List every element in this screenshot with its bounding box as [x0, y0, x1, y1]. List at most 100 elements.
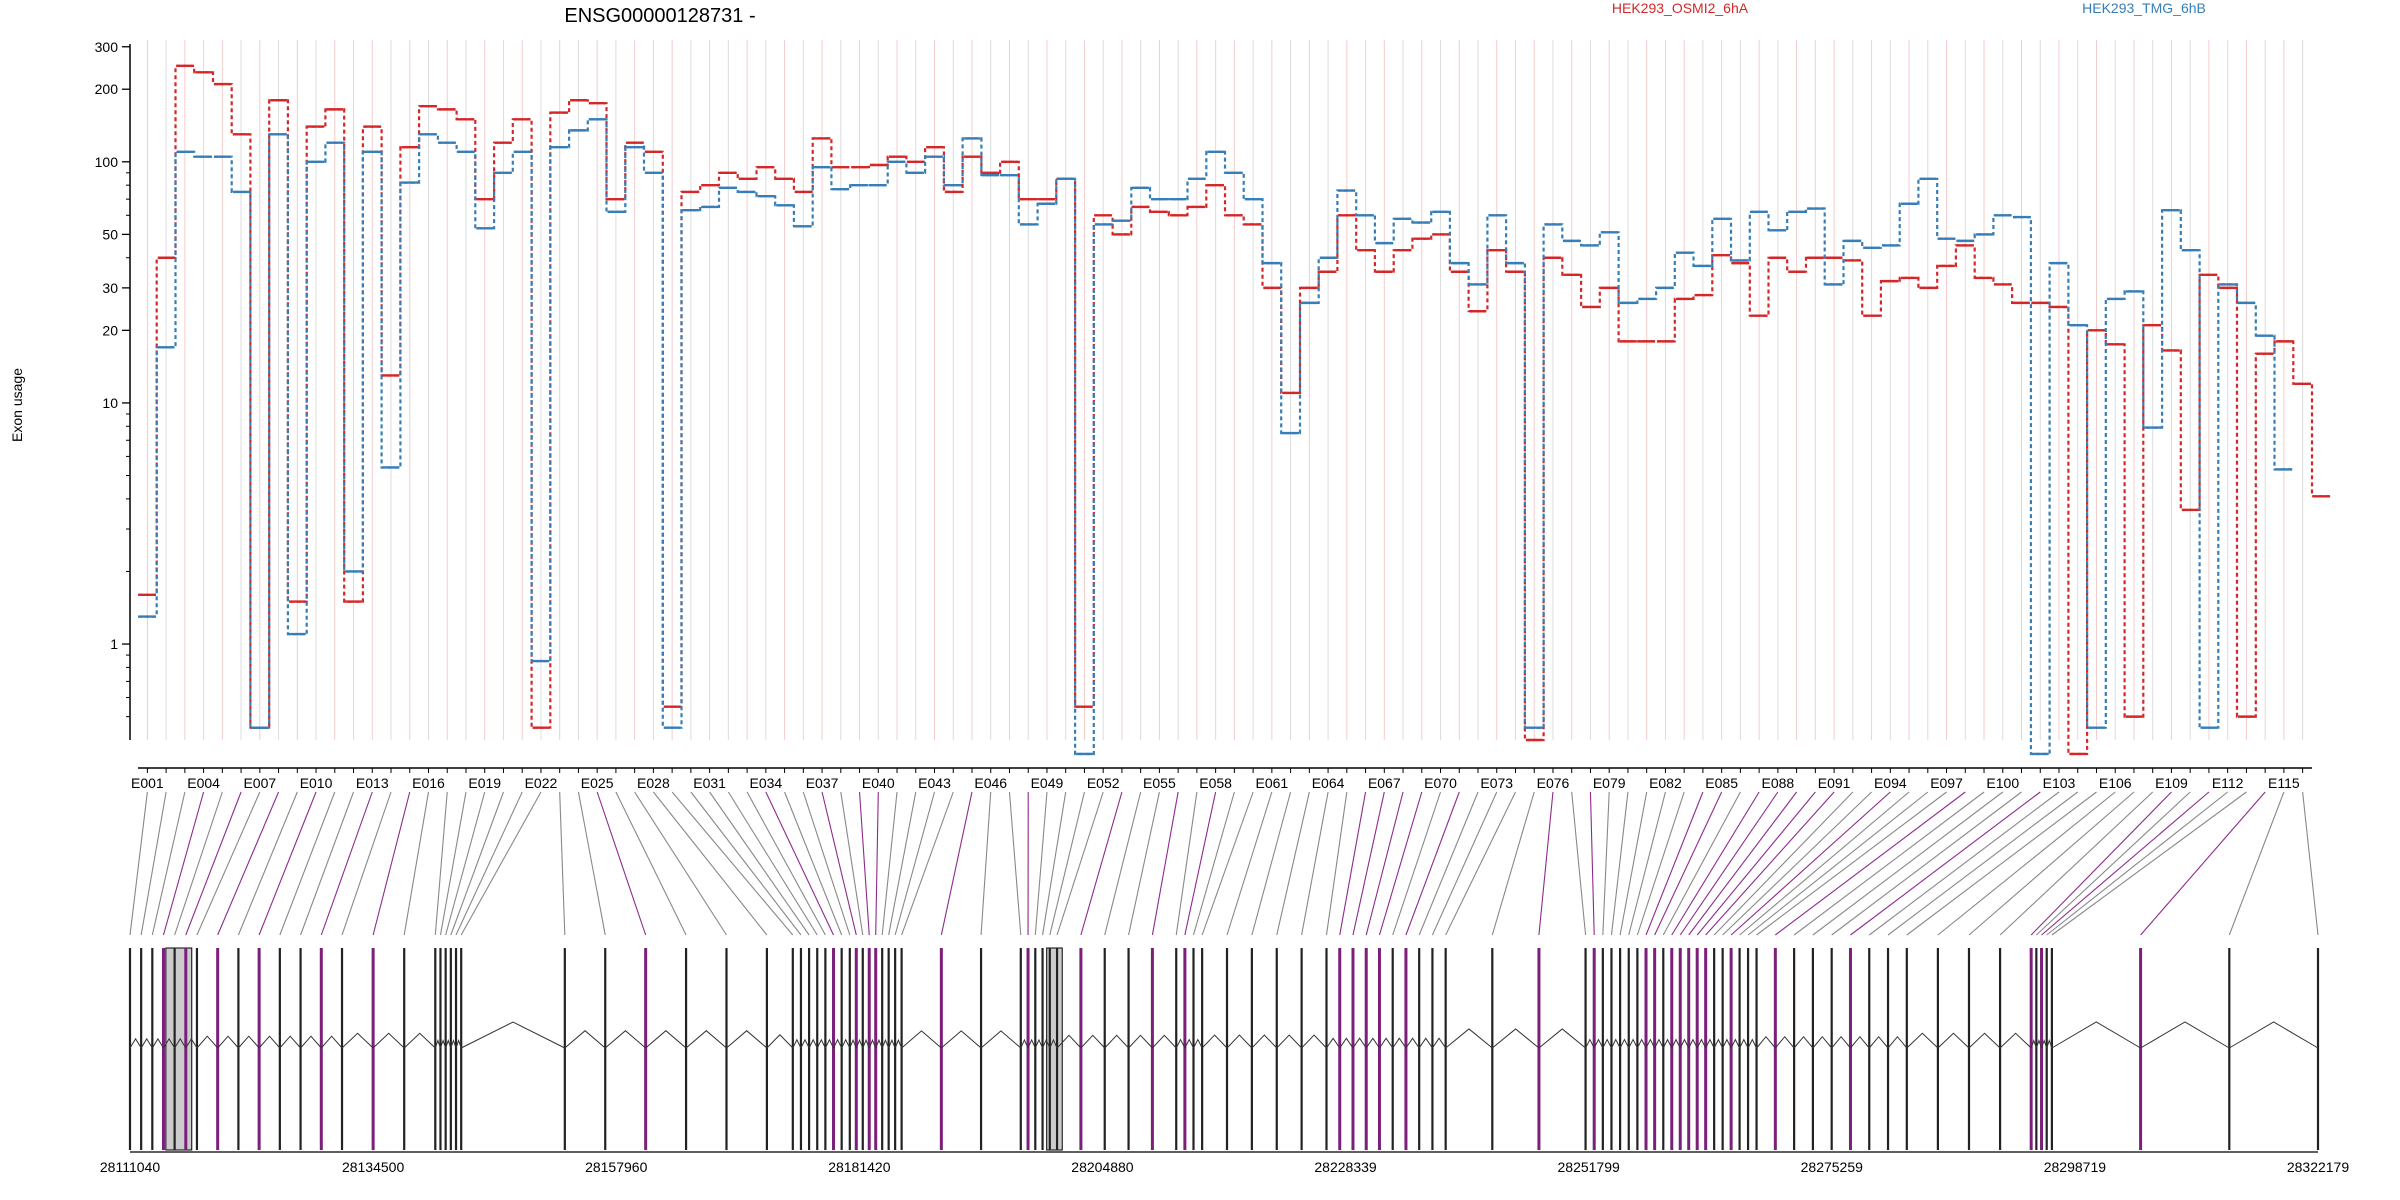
x-tick-label: E043 [918, 775, 951, 791]
exon-connector [185, 791, 242, 936]
intron-line [1906, 1032, 1939, 1049]
x-tick-label: E004 [187, 775, 220, 791]
intron-line [1654, 1038, 1664, 1049]
gene-model-exon [1601, 948, 1604, 1150]
gene-model-exon [1936, 948, 1940, 1150]
intron-line [163, 1037, 176, 1049]
exon-connector [237, 791, 298, 936]
intron-line [238, 1035, 260, 1049]
exon-connector [1034, 791, 1048, 936]
exon-connector [1392, 791, 1442, 936]
gene-model-exon [1868, 948, 1871, 1150]
gene-model-exon [1431, 948, 1434, 1150]
exon-connector [1756, 791, 1947, 936]
x-tick-label: E088 [1762, 775, 1795, 791]
gene-model-exon [1729, 948, 1733, 1150]
gene-model-exon [1079, 948, 1083, 1150]
exon-connector [901, 791, 954, 936]
exon-connector [802, 791, 851, 936]
exon-connector [727, 791, 818, 936]
intron-line [1688, 1038, 1698, 1049]
gene-model-exon [874, 948, 878, 1150]
exon-connector [151, 791, 186, 936]
x-tick-label: E064 [1312, 775, 1345, 791]
exon-connector [1887, 791, 2079, 936]
intron-line [1418, 1037, 1433, 1049]
x-tick-label: E040 [862, 775, 895, 791]
exon-connector [174, 791, 223, 936]
gene-model-exon [684, 948, 688, 1150]
exon-connector [858, 791, 870, 936]
x-tick-label: E046 [974, 775, 1007, 791]
intron-line [1379, 1037, 1394, 1049]
gene-model-exon [887, 948, 890, 1150]
exon-connector [2046, 791, 2229, 936]
y-tick-label: 100 [95, 154, 119, 170]
gene-model-exon [454, 948, 458, 1150]
intron-line [1696, 1038, 1707, 1049]
gene-model-exon [900, 948, 903, 1150]
intron-line [1602, 1038, 1612, 1049]
exon-connector [1850, 791, 2041, 936]
intron-line [862, 1038, 870, 1049]
intron-line [1193, 1038, 1203, 1049]
gene-model-exon [791, 948, 794, 1150]
exon-connector [1793, 791, 1985, 936]
intron-line [1034, 1038, 1044, 1049]
gene-model-exon [1662, 948, 1665, 1150]
intron-line [455, 1039, 462, 1049]
gene-model-exon [1636, 948, 1639, 1150]
exon-connector [1654, 791, 1723, 936]
x-tick-label: E031 [693, 775, 726, 791]
intron-line [849, 1038, 857, 1049]
x-tick-label: E112 [2212, 775, 2244, 791]
exon-connector [1226, 791, 1273, 936]
exon-connector [1056, 791, 1104, 936]
exon-connector [765, 791, 835, 936]
exon-connector [746, 791, 826, 936]
intron-line [1968, 1032, 2001, 1049]
gene-model-exon [1377, 948, 1381, 1150]
intron-line [1020, 1038, 1029, 1049]
intron-line [196, 1035, 219, 1049]
x-tick-label: E013 [356, 775, 389, 791]
genomic-tick-label: 28181420 [828, 1159, 891, 1175]
exon-connector [1418, 791, 1479, 936]
intron-line [1352, 1037, 1367, 1049]
gene-model-exon [1830, 948, 1833, 1150]
genomic-tick-label: 28134500 [342, 1159, 405, 1175]
exon-connector [690, 791, 802, 936]
intron-line [1585, 1038, 1595, 1049]
gene-model-exon [1704, 948, 1708, 1150]
gene-model-exon [449, 948, 452, 1150]
legend-label-series-1: HEK293_OSMI2_6hA [1612, 0, 1749, 16]
genomic-tick-label: 28275259 [1801, 1159, 1864, 1175]
intron-line [1611, 1038, 1621, 1049]
intron-line [1405, 1037, 1420, 1049]
x-tick-label: E070 [1424, 775, 1457, 791]
gene-model-exon [939, 948, 943, 1150]
exon-connector [875, 791, 879, 936]
x-tick-label: E061 [1256, 775, 1289, 791]
exon-connector [1775, 791, 1966, 936]
intron-line [855, 1038, 864, 1049]
gene-model-exon [237, 948, 240, 1150]
intron-line [824, 1038, 834, 1049]
intron-line [1628, 1038, 1638, 1049]
intron-line [403, 1032, 436, 1049]
gene-model-exon [434, 948, 437, 1150]
gene-model-exon [173, 948, 176, 1150]
gene-model-exon [1713, 948, 1716, 1150]
gene-model-exon [867, 948, 871, 1150]
genomic-tick-label: 28298719 [2044, 1159, 2107, 1175]
genomic-tick-label: 28251799 [1558, 1159, 1621, 1175]
intron-line [894, 1038, 903, 1049]
exon-connector [1696, 791, 1816, 936]
exon-gridlines [146, 40, 2304, 740]
exon-connector [258, 791, 317, 936]
gene-model-exon [184, 948, 188, 1150]
gene-model-exon [1019, 948, 1022, 1150]
gene-model-exon [1998, 948, 2002, 1150]
gene-model-exon [1773, 948, 1777, 1150]
exon-connector [2228, 791, 2285, 936]
